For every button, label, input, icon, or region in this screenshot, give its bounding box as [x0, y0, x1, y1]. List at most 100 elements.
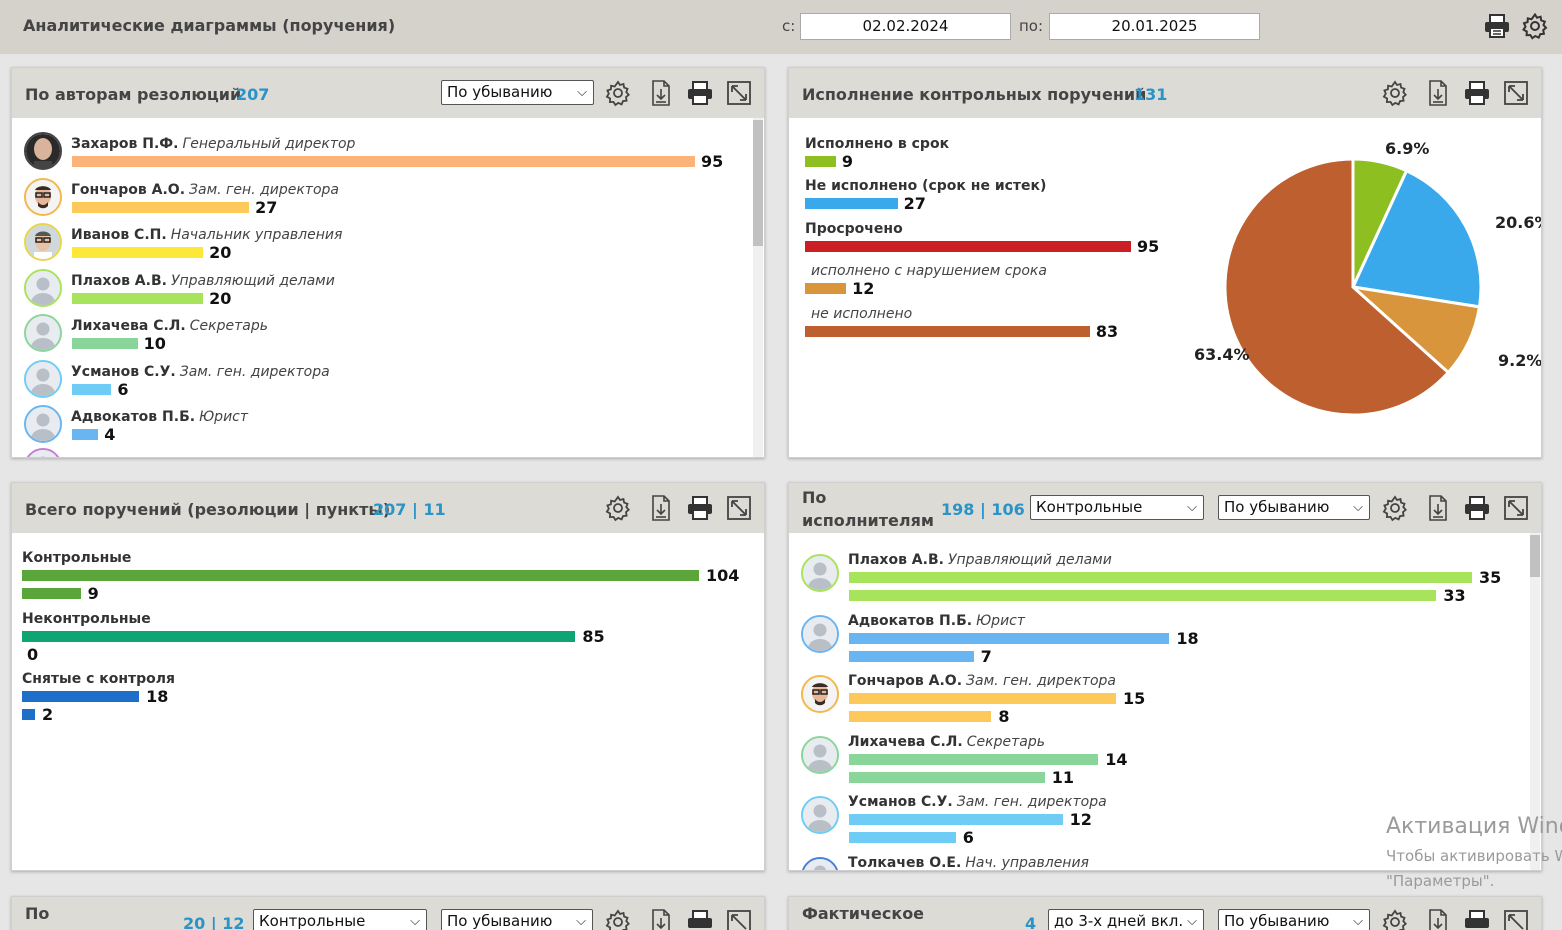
pie-slice[interactable]: [1350, 168, 1483, 309]
pie-chart: 6.9% 20.6% 9.2% 63.4%: [1194, 139, 1541, 417]
gear-icon[interactable]: [604, 79, 632, 107]
chevron-down-icon: ⌵: [410, 914, 420, 929]
scrollbar-thumb[interactable]: [753, 120, 763, 246]
person-role: Зам. ген. директора: [956, 794, 1107, 810]
date-from-label: с:: [782, 17, 796, 35]
avatar: [24, 132, 62, 170]
person-name-text: Захаров П.Ф.: [71, 136, 179, 152]
pie-slice[interactable]: [1223, 157, 1451, 417]
executor-value-resolutions: 14: [1105, 749, 1128, 769]
author-row[interactable]: Усманов С.У. Зам. ген. директора 6: [12, 358, 764, 404]
filter-select-value: до 3-х дней вкл.: [1054, 912, 1184, 930]
gear-icon[interactable]: [1381, 79, 1409, 107]
filter-select[interactable]: Контрольные ⌵: [253, 909, 427, 930]
gear-icon[interactable]: [1381, 494, 1409, 522]
download-icon[interactable]: [647, 494, 675, 522]
person-role: Зам. ген. директора: [966, 673, 1116, 689]
person-name: Лихачева С.Л. Секретарь: [71, 318, 268, 334]
print-icon[interactable]: [1483, 12, 1511, 40]
executor-row[interactable]: Толкачев О.Е. Нач. управления: [789, 853, 1541, 870]
expand-icon[interactable]: [725, 494, 753, 522]
authors-panel: По авторам резолюций 207 По убыванию ⌵ За…: [11, 67, 765, 458]
executor-row[interactable]: Гончаров А.О. Зам. ген. директора 15 8: [789, 671, 1541, 731]
sort-select[interactable]: По убыванию ⌵: [1218, 909, 1370, 930]
avatar: [801, 856, 839, 870]
author-row[interactable]: Адвокатов П.Б. Юрист 4: [12, 403, 764, 449]
expand-icon[interactable]: [1502, 494, 1530, 522]
status-bar: [805, 198, 898, 209]
gear-icon[interactable]: [604, 494, 632, 522]
person-role: Секретарь: [189, 318, 268, 334]
sort-select[interactable]: По убыванию ⌵: [441, 80, 594, 105]
status-bar: [805, 241, 1131, 252]
download-icon[interactable]: [1424, 79, 1452, 107]
download-icon[interactable]: [647, 908, 675, 930]
person-name: Плахов А.В. Управляющий делами: [71, 273, 335, 289]
sort-select[interactable]: По убыванию ⌵: [1218, 495, 1370, 520]
expand-icon[interactable]: [1502, 79, 1530, 107]
author-row[interactable]: Плахов А.В. Управляющий делами 20: [12, 267, 764, 313]
panel-header: По 20 | 12 Контрольные ⌵ По убыванию ⌵: [12, 897, 764, 930]
print-icon[interactable]: [686, 79, 714, 107]
avatar: [24, 223, 62, 261]
gear-icon[interactable]: [1381, 908, 1409, 930]
person-name-text: Плахов А.В.: [848, 552, 944, 568]
executor-value-items: 11: [1051, 767, 1075, 787]
executor-row[interactable]: Адвокатов П.Б. Юрист 18 7: [789, 611, 1541, 671]
person-role: Управляющий делами: [170, 272, 335, 289]
scrollbar[interactable]: [1530, 533, 1540, 870]
person-name: Иванов С.П. Начальник управления: [71, 227, 342, 243]
gear-icon[interactable]: [1521, 12, 1549, 40]
print-icon[interactable]: [1463, 908, 1491, 930]
download-icon[interactable]: [1424, 908, 1452, 930]
filter-select[interactable]: Контрольные ⌵: [1030, 495, 1204, 520]
author-row[interactable]: Гончаров А.О. Зам. ген. директора 27: [12, 176, 764, 222]
executor-bar-resolutions: [849, 814, 1063, 825]
download-icon[interactable]: [647, 79, 675, 107]
executor-row[interactable]: Плахов А.В. Управляющий делами 35 33: [789, 550, 1541, 610]
author-row[interactable]: Лихачева С.Л. Секретарь 10: [12, 312, 764, 358]
print-icon[interactable]: [1463, 494, 1491, 522]
sort-select-value: По убыванию: [1224, 498, 1330, 516]
sort-select-value: По убыванию: [1224, 912, 1330, 930]
author-value: 4: [104, 425, 116, 444]
executor-bar-items: [849, 650, 974, 662]
date-to-input[interactable]: 20.01.2025: [1049, 13, 1260, 40]
group-bar-resolutions: [22, 691, 140, 702]
person-name: Лихачева С.Л. Секретарь: [848, 734, 1045, 750]
group-bar-items: [22, 709, 36, 720]
status-bar: [805, 156, 836, 167]
pie-percent-label: 9.2%: [1498, 351, 1541, 370]
expand-icon[interactable]: [1502, 908, 1530, 930]
author-row[interactable]: Захаров П.Ф. Генеральный директор 95: [12, 130, 764, 176]
sort-select[interactable]: По убыванию ⌵: [441, 909, 593, 930]
chevron-down-icon: ⌵: [576, 914, 586, 929]
gear-icon[interactable]: [604, 908, 632, 930]
print-icon[interactable]: [1463, 79, 1491, 107]
date-from-input[interactable]: 02.02.2024: [800, 13, 1011, 40]
executor-row[interactable]: Лихачева С.Л. Секретарь 14 11: [789, 732, 1541, 792]
panel-count: 198 | 106: [941, 500, 1025, 519]
avatar: [801, 614, 839, 653]
expand-icon[interactable]: [725, 79, 753, 107]
download-icon[interactable]: [1424, 494, 1452, 522]
print-icon[interactable]: [686, 494, 714, 522]
group-value-resolutions: 18: [146, 687, 169, 706]
print-icon[interactable]: [686, 908, 714, 930]
expand-icon[interactable]: [725, 908, 753, 930]
executor-row[interactable]: Усманов С.У. Зам. ген. директора 12 6: [789, 792, 1541, 852]
person-name-text: Усманов С.У.: [71, 363, 176, 380]
executor-value-resolutions: 18: [1176, 628, 1199, 648]
executor-bar-resolutions: [849, 693, 1116, 704]
filter-select-value: Контрольные: [1036, 498, 1143, 516]
author-row[interactable]: Иванов С.П. Начальник управления 20: [12, 221, 764, 267]
status-label: Просрочено: [805, 221, 903, 237]
status-label: Исполнено в срок: [805, 136, 950, 152]
person-role: Управляющий делами: [947, 552, 1112, 568]
panel-header: Исполнение контрольных поручений 131: [789, 68, 1541, 118]
group-bar-items: [22, 588, 81, 599]
scrollbar[interactable]: [753, 118, 763, 457]
executor-value-items: 33: [1443, 586, 1466, 605]
scrollbar-thumb[interactable]: [1530, 535, 1540, 577]
filter-select[interactable]: до 3-х дней вкл. ⌵: [1048, 909, 1204, 930]
